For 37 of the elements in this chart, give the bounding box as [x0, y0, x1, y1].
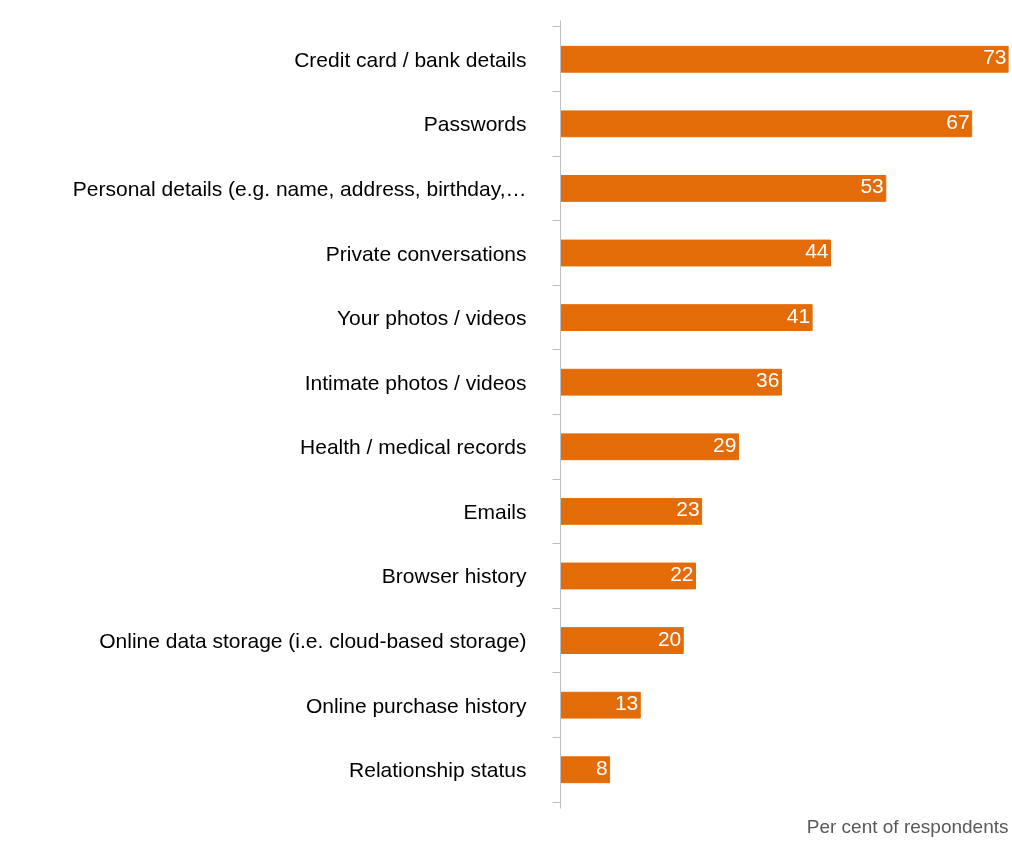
- data-label: 73: [983, 45, 1007, 69]
- y-tick-label: Relationship status: [349, 758, 527, 782]
- y-tick-label: Emails: [463, 499, 527, 523]
- data-label: 67: [946, 109, 970, 133]
- bar: [560, 368, 782, 396]
- bar: [560, 304, 813, 332]
- data-label: 29: [713, 432, 737, 456]
- y-tick-label: Passwords: [423, 112, 527, 136]
- bar: [560, 627, 684, 654]
- bar: [560, 433, 739, 461]
- y-tick-label: Intimate photos / videos: [304, 370, 527, 394]
- data-label: 23: [676, 497, 700, 521]
- y-tick-label: Online data storage (i.e. cloud-based storage): [99, 629, 527, 653]
- data-label: 22: [670, 561, 694, 585]
- bar: [560, 691, 641, 719]
- data-label: 8: [595, 755, 608, 779]
- data-label: 53: [860, 174, 884, 198]
- y-tick-label: Personal details (e.g. name, address, birthday,…: [72, 176, 527, 200]
- bar: [560, 239, 832, 267]
- y-tick-label: Credit card / bank details: [294, 47, 527, 71]
- x-axis-title: Per cent of respondents: [806, 815, 1009, 837]
- bar: [560, 175, 887, 202]
- y-tick-label: Your photos / videos: [336, 306, 527, 330]
- data-label: 36: [756, 368, 780, 392]
- bar: [560, 562, 697, 590]
- y-tick-label: Online purchase history: [305, 693, 527, 717]
- bar: [560, 497, 703, 525]
- bar: [560, 45, 1009, 73]
- y-tick-label: Private conversations: [325, 241, 527, 265]
- y-tick-label: Health / medical records: [300, 435, 527, 459]
- data-label: 20: [657, 626, 682, 650]
- bar: [560, 110, 973, 138]
- data-label: 44: [805, 239, 829, 263]
- data-label: 41: [786, 303, 811, 327]
- y-tick-label: Browser history: [381, 564, 527, 588]
- bar: [560, 756, 611, 784]
- data-label: 13: [614, 691, 639, 715]
